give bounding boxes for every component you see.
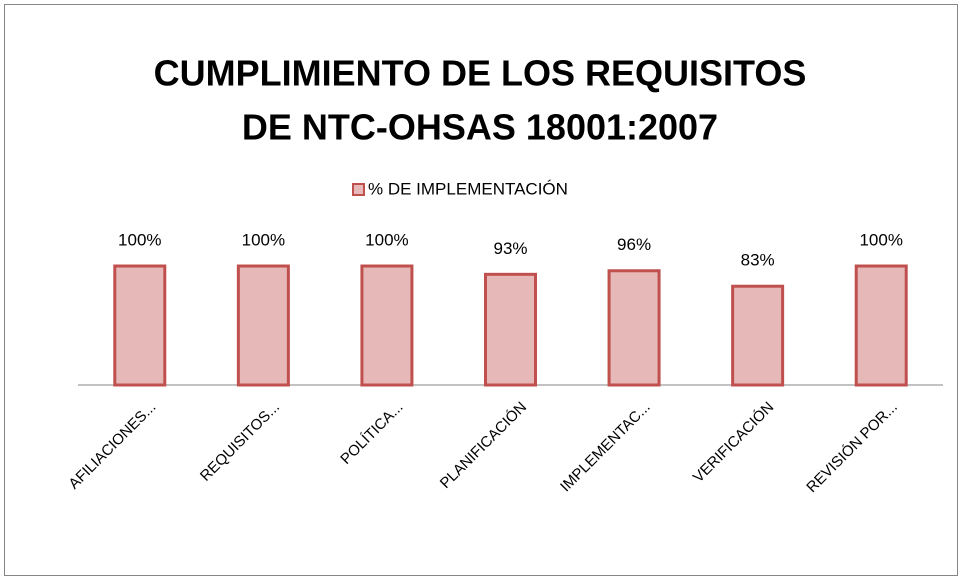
value-label: 100% <box>118 230 161 249</box>
bar <box>731 284 785 387</box>
value-label: 96% <box>617 235 651 254</box>
value-label: 93% <box>493 239 527 258</box>
value-label: 100% <box>859 230 902 249</box>
bar <box>236 264 290 387</box>
legend-swatch <box>352 183 365 196</box>
legend-label: % DE IMPLEMENTACIÓN <box>368 179 568 198</box>
chart-title: CUMPLIMIENTO DE LOS REQUISITOS <box>154 53 807 94</box>
bar <box>854 264 908 387</box>
value-label: 83% <box>741 251 775 270</box>
value-label: 100% <box>365 230 408 249</box>
bar <box>607 269 661 387</box>
bar <box>113 264 167 387</box>
value-label: 100% <box>242 230 285 249</box>
bar <box>484 272 537 387</box>
bar <box>360 264 414 387</box>
chart-title: DE NTC-OHSAS 18001:2007 <box>242 107 718 148</box>
